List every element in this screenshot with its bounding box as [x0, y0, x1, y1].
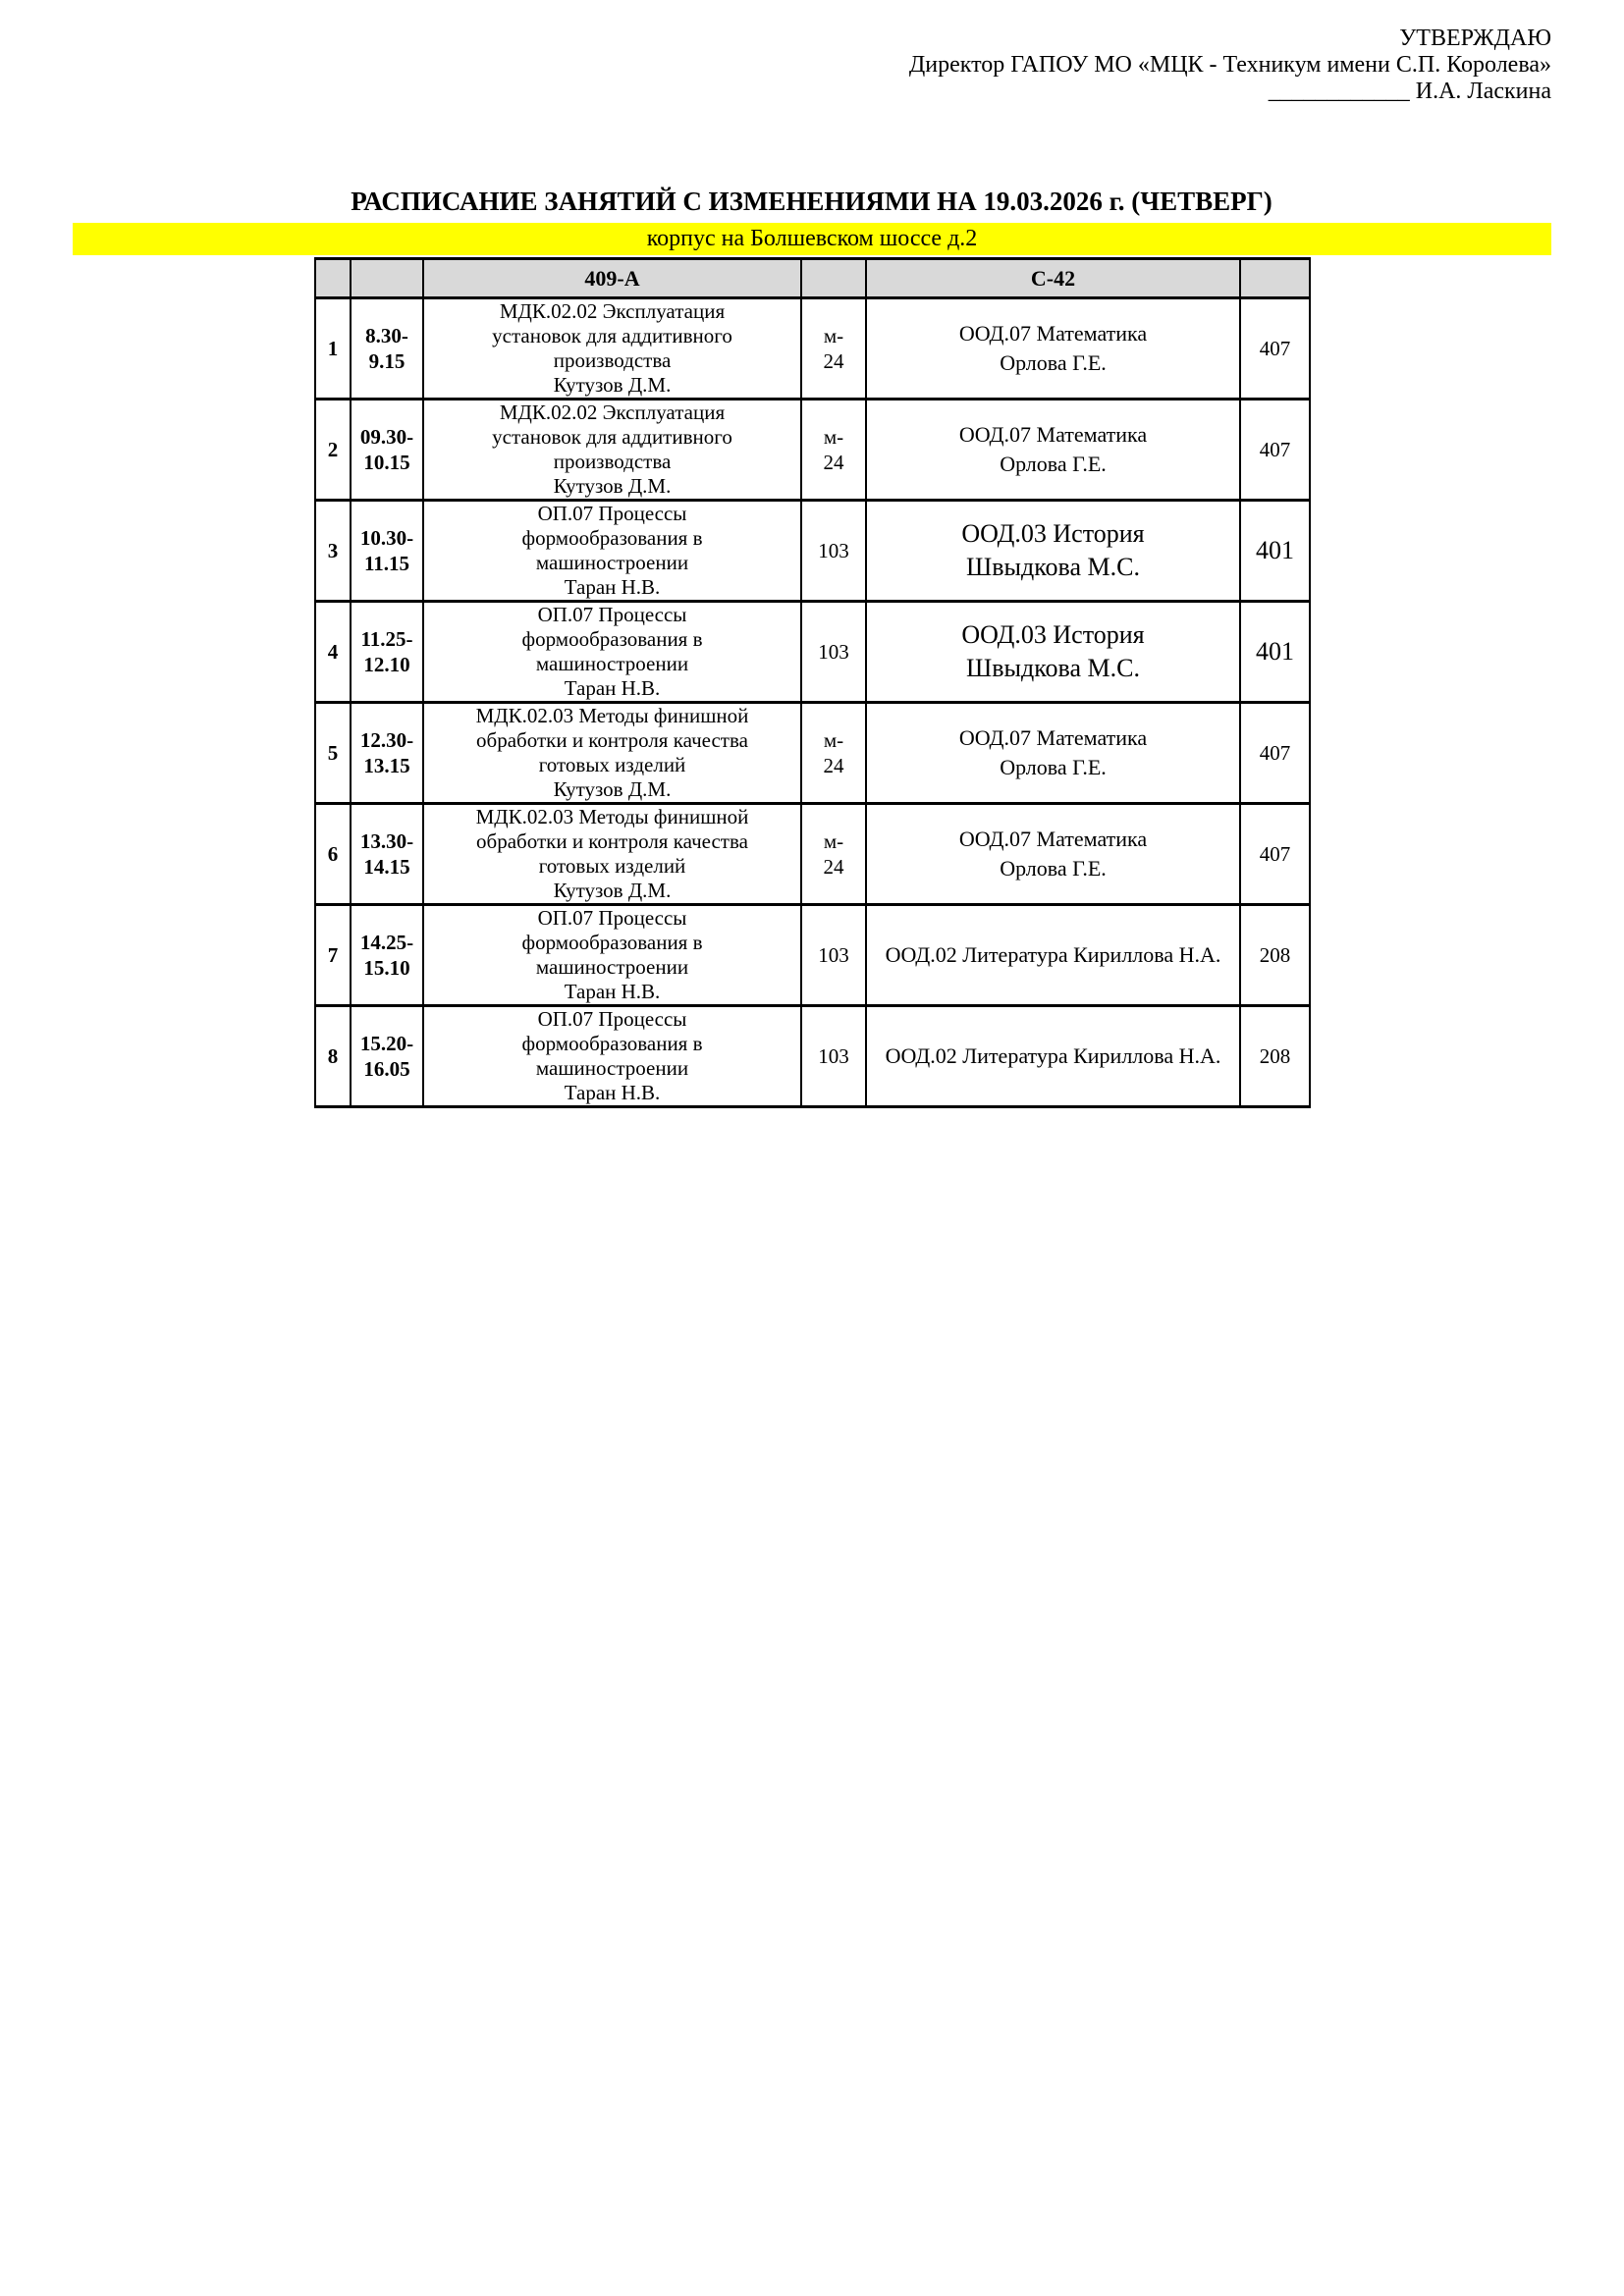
table-row: 1 8.30- 9.15 МДК.02.02 Эксплуатация уста…: [314, 296, 1311, 400]
lesson-number: 6: [314, 802, 352, 906]
approval-word: УТВЕРЖДАЮ: [1399, 26, 1551, 51]
group-409a-room: м- 24: [800, 802, 867, 906]
group-409a-subject: ОП.07 Процессы формообразования в машино…: [422, 1004, 802, 1108]
group-409a-subject: МДК.02.02 Эксплуатация установок для адд…: [422, 398, 802, 502]
group-409a-room: 103: [800, 600, 867, 704]
lesson-time: 10.30- 11.15: [350, 499, 424, 603]
header-time-cell: [350, 257, 424, 299]
lesson-number: 1: [314, 296, 352, 400]
schedule-body: 1 8.30- 9.15 МДК.02.02 Эксплуатация уста…: [314, 296, 1311, 1108]
lesson-number: 4: [314, 600, 352, 704]
approval-signature-line: ____________ И.А. Ласкина: [1268, 79, 1551, 104]
lesson-time: 8.30- 9.15: [350, 296, 424, 400]
group-409a-room: м- 24: [800, 398, 867, 502]
group-s42-subject: ООД.02 Литература Кириллова Н.А.: [865, 1004, 1241, 1108]
group-409a-room: м- 24: [800, 701, 867, 805]
group-s42-room: 401: [1239, 600, 1311, 704]
group-409a-room: 103: [800, 499, 867, 603]
lesson-time: 14.25- 15.10: [350, 903, 424, 1007]
group-s42-subject: ООД.02 Литература Кириллова Н.А.: [865, 903, 1241, 1007]
group-s42-subject: ООД.03 История Швыдкова М.С.: [865, 499, 1241, 603]
lesson-time: 09.30- 10.15: [350, 398, 424, 502]
group-s42-room: 407: [1239, 802, 1311, 906]
campus-highlight-banner: корпус на Болшевском шоссе д.2: [73, 223, 1551, 255]
group-s42-subject: ООД.07 Математика Орлова Г.Е.: [865, 802, 1241, 906]
group-409a-room: м- 24: [800, 296, 867, 400]
schedule-table: 409-А С-42 1 8.30- 9.15 МДК.02.02 Эксплу…: [314, 257, 1311, 1108]
group-s42-room: 407: [1239, 701, 1311, 805]
lesson-number: 3: [314, 499, 352, 603]
table-row: 7 14.25- 15.10 ОП.07 Процессы формообраз…: [314, 903, 1311, 1007]
group-409a-room: 103: [800, 903, 867, 1007]
lesson-number: 7: [314, 903, 352, 1007]
lesson-number: 5: [314, 701, 352, 805]
header-room-cell-1: [800, 257, 867, 299]
group-409a-subject: ОП.07 Процессы формообразования в машино…: [422, 600, 802, 704]
group-s42-room: 407: [1239, 296, 1311, 400]
group-s42-subject: ООД.07 Математика Орлова Г.Е.: [865, 398, 1241, 502]
group-s42-subject: ООД.03 История Швыдкова М.С.: [865, 600, 1241, 704]
group-409a-room: 103: [800, 1004, 867, 1108]
group-s42-subject: ООД.07 Математика Орлова Г.Е.: [865, 701, 1241, 805]
table-row: 3 10.30- 11.15 ОП.07 Процессы формообраз…: [314, 499, 1311, 603]
group-s42-room: 407: [1239, 398, 1311, 502]
group-409a-subject: МДК.02.03 Методы финишной обработки и ко…: [422, 701, 802, 805]
table-row: 5 12.30- 13.15 МДК.02.03 Методы финишной…: [314, 701, 1311, 805]
lesson-number: 8: [314, 1004, 352, 1108]
group-409a-subject: МДК.02.03 Методы финишной обработки и ко…: [422, 802, 802, 906]
header-room-cell-2: [1239, 257, 1311, 299]
group-409a-subject: ОП.07 Процессы формообразования в машино…: [422, 499, 802, 603]
page-title: РАСПИСАНИЕ ЗАНЯТИЙ С ИЗМЕНЕНИЯМИ НА 19.0…: [351, 187, 1272, 216]
group-409a-subject: МДК.02.02 Эксплуатация установок для адд…: [422, 296, 802, 400]
approval-director-line: Директор ГАПОУ МО «МЦК - Техникум имени …: [908, 52, 1551, 78]
header-number-cell: [314, 257, 352, 299]
table-row: 2 09.30- 10.15 МДК.02.02 Эксплуатация ус…: [314, 398, 1311, 502]
group-s42-room: 401: [1239, 499, 1311, 603]
group-409a-subject: ОП.07 Процессы формообразования в машино…: [422, 903, 802, 1007]
lesson-number: 2: [314, 398, 352, 502]
lesson-time: 11.25- 12.10: [350, 600, 424, 704]
header-group-409a: 409-А: [422, 257, 802, 299]
table-row: 6 13.30- 14.15 МДК.02.03 Методы финишной…: [314, 802, 1311, 906]
group-s42-subject: ООД.07 Математика Орлова Г.Е.: [865, 296, 1241, 400]
approval-block: УТВЕРЖДАЮ Директор ГАПОУ МО «МЦК - Техни…: [909, 26, 1551, 105]
table-row: 4 11.25- 12.10 ОП.07 Процессы формообраз…: [314, 600, 1311, 704]
group-s42-room: 208: [1239, 1004, 1311, 1108]
lesson-time: 12.30- 13.15: [350, 701, 424, 805]
table-header-row: 409-А С-42: [314, 257, 1311, 299]
table-row: 8 15.20- 16.05 ОП.07 Процессы формообраз…: [314, 1004, 1311, 1108]
group-s42-room: 208: [1239, 903, 1311, 1007]
lesson-time: 15.20- 16.05: [350, 1004, 424, 1108]
lesson-time: 13.30- 14.15: [350, 802, 424, 906]
header-group-s42: С-42: [865, 257, 1241, 299]
